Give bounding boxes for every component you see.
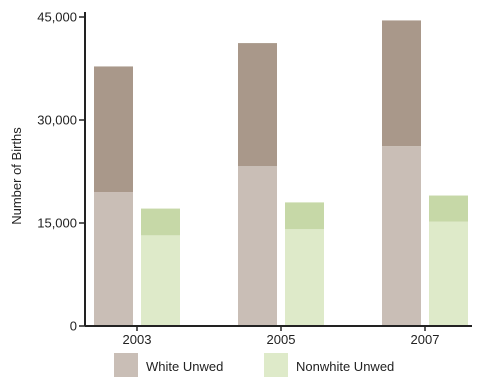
y-tick-label: 15,000 [37,216,77,231]
legend-swatch-white-unwed [114,353,138,377]
x-tick-label: 2005 [267,332,296,347]
bar-nonwhite-unwed-2003-lower [141,235,180,326]
y-tick-label: 0 [70,319,77,334]
x-tick-label: 2003 [123,332,152,347]
bars-layer [94,20,468,326]
y-ticks-layer: 0 15,000 30,000 45,000 [37,10,85,334]
x-ticks-layer: 2003 2005 2007 [123,326,440,347]
bar-nonwhite-unwed-2007-upper [429,195,468,222]
legend-swatch-nonwhite-unwed [264,353,288,377]
bar-nonwhite-unwed-2003-upper [141,208,180,236]
x-tick-label: 2007 [411,332,440,347]
legend: White Unwed Nonwhite Unwed [114,353,394,377]
bar-white-unwed-2005-upper [238,43,277,167]
bar-nonwhite-unwed-2005-lower [285,229,324,326]
legend-label-nonwhite-unwed: Nonwhite Unwed [296,359,394,374]
bar-nonwhite-unwed-2005-upper [285,202,324,230]
y-tick-label: 30,000 [37,113,77,128]
bar-white-unwed-2007-lower [382,146,421,326]
bar-white-unwed-2005-lower [238,166,277,326]
bar-nonwhite-unwed-2007-lower [429,221,468,326]
y-tick-label: 45,000 [37,10,77,25]
bar-white-unwed-2007-upper [382,20,421,147]
y-axis-title: Number of Births [9,127,24,225]
legend-label-white-unwed: White Unwed [146,359,223,374]
bar-white-unwed-2003-lower [94,192,133,326]
bar-white-unwed-2003-upper [94,66,133,193]
